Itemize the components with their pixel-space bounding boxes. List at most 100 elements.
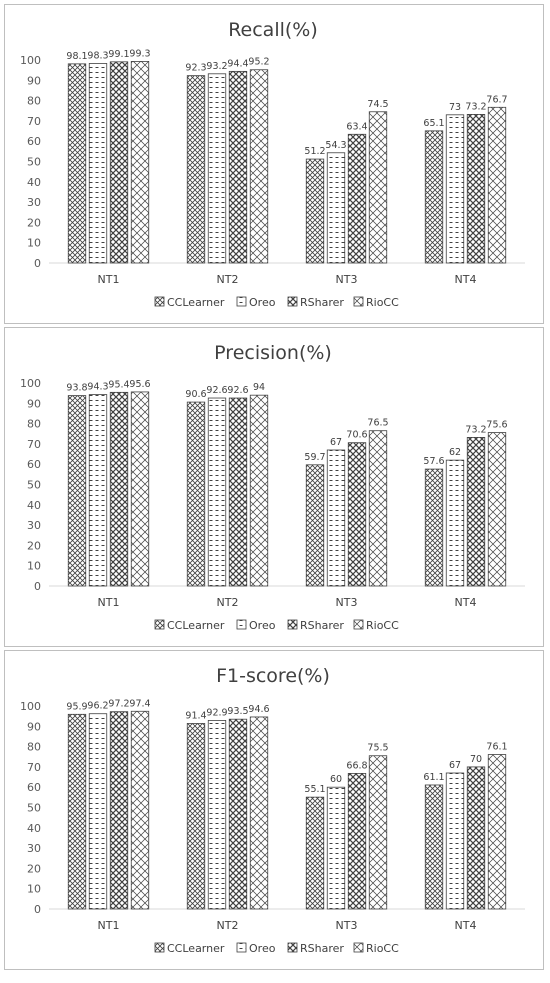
- data-label: 92.9: [206, 707, 227, 718]
- y-tick-label: 80: [27, 95, 41, 108]
- y-tick-label: 90: [27, 720, 41, 733]
- data-label: 51.2: [304, 146, 325, 157]
- bar-riocc-nt4: [487, 432, 507, 587]
- legend-swatch-rsharer: [287, 296, 298, 307]
- data-label: 92.3: [185, 63, 206, 74]
- x-tick-label: NT1: [98, 919, 120, 932]
- legend-label-rsharer: RSharer: [300, 942, 344, 955]
- y-tick-label: 0: [34, 903, 41, 916]
- legend-label-riocc: RioCC: [366, 942, 399, 955]
- bar-rsharer-nt3: [347, 442, 367, 587]
- x-tick-label: NT2: [217, 596, 239, 609]
- legend-swatch-oreo: [236, 296, 247, 307]
- y-tick-label: 50: [27, 802, 41, 815]
- bar-riocc-nt2: [249, 69, 269, 264]
- y-tick-label: 80: [27, 741, 41, 754]
- data-label: 73.2: [465, 424, 486, 435]
- legend-label-cclearner: CCLearner: [167, 942, 225, 955]
- data-label: 73.2: [465, 101, 486, 112]
- x-tick-label: NT4: [455, 919, 477, 932]
- bar-riocc-nt3: [368, 430, 388, 587]
- bar-oreo-nt2: [207, 397, 227, 587]
- y-tick-label: 20: [27, 862, 41, 875]
- data-label: 65.1: [423, 118, 444, 129]
- y-tick-label: 40: [27, 499, 41, 512]
- bar-cclearner-nt1: [67, 713, 87, 910]
- x-tick-label: NT4: [455, 273, 477, 286]
- bar-oreo-nt4: [445, 459, 465, 587]
- bar-cclearner-nt2: [186, 75, 206, 264]
- bar-rsharer-nt3: [347, 772, 367, 910]
- legend-swatch-cclearner: [154, 942, 165, 953]
- data-label: 61.1: [423, 772, 444, 783]
- data-label: 95.4: [108, 379, 129, 390]
- bar-oreo-nt1: [88, 63, 108, 264]
- bar-cclearner-nt3: [305, 464, 325, 587]
- chart-title: Precision(%): [214, 342, 332, 364]
- data-label: 62: [449, 447, 461, 458]
- data-label: 95.2: [248, 57, 269, 68]
- y-tick-label: 90: [27, 74, 41, 87]
- bar-riocc-nt3: [368, 111, 388, 264]
- bar-rsharer-nt2: [228, 70, 248, 264]
- chart-panel-3: F1-score(%) 0 10 20 30 40 50 60 70 80 90 100 95.9 96.…: [4, 650, 544, 970]
- x-tick-label: NT3: [336, 273, 358, 286]
- data-label: 99.1: [108, 49, 129, 60]
- legend-swatch-oreo: [236, 619, 247, 630]
- y-tick-label: 10: [27, 237, 41, 250]
- y-tick-label: 90: [27, 397, 41, 410]
- data-label: 96.2: [87, 701, 108, 712]
- y-tick-label: 70: [27, 438, 41, 451]
- y-tick-label: 70: [27, 761, 41, 774]
- y-tick-label: 10: [27, 883, 41, 896]
- data-label: 76.1: [486, 742, 507, 753]
- data-label: 70.6: [346, 430, 367, 441]
- data-label: 95.9: [66, 701, 87, 712]
- bar-rsharer-nt2: [228, 397, 248, 587]
- legend-label-rsharer: RSharer: [300, 296, 344, 309]
- bar-riocc-nt4: [487, 754, 507, 910]
- x-tick-label: NT2: [217, 273, 239, 286]
- chart-title: Recall(%): [228, 19, 318, 41]
- data-label: 98.1: [66, 51, 87, 62]
- data-label: 75.5: [367, 743, 388, 754]
- y-tick-label: 100: [20, 377, 41, 390]
- bar-cclearner-nt2: [186, 723, 206, 910]
- bar-oreo-nt2: [207, 73, 227, 264]
- bar-cclearner-nt1: [67, 63, 87, 264]
- legend-swatch-rsharer: [287, 619, 298, 630]
- y-tick-label: 60: [27, 458, 41, 471]
- data-label: 60: [330, 774, 342, 785]
- chart-panel-1: Recall(%) 0 10 20 30 40 50 60 70 80 90 100 98.1 98.3 9…: [4, 4, 544, 324]
- bar-riocc-nt2: [249, 394, 269, 587]
- bar-cclearner-nt3: [305, 796, 325, 910]
- bar-rsharer-nt1: [109, 711, 129, 910]
- legend-swatch-riocc: [353, 296, 364, 307]
- data-label: 93.5: [227, 706, 248, 717]
- data-label: 90.6: [185, 389, 206, 400]
- data-label: 63.4: [346, 121, 367, 132]
- data-label: 57.6: [423, 456, 444, 467]
- data-label: 67: [449, 760, 461, 771]
- bar-rsharer-nt1: [109, 391, 129, 587]
- y-tick-label: 0: [34, 257, 41, 270]
- y-tick-label: 20: [27, 216, 41, 229]
- bar-rsharer-nt4: [466, 437, 486, 587]
- data-label: 91.4: [185, 710, 206, 721]
- y-tick-label: 80: [27, 418, 41, 431]
- bar-oreo-nt3: [326, 152, 346, 264]
- bar-rsharer-nt1: [109, 61, 129, 264]
- data-label: 67: [330, 437, 342, 448]
- y-tick-label: 0: [34, 580, 41, 593]
- legend-swatch-oreo: [236, 942, 247, 953]
- data-label: 70: [470, 754, 482, 765]
- legend-label-rsharer: RSharer: [300, 619, 344, 632]
- chart-panel-2: Precision(%) 0 10 20 30 40 50 60 70 80 90 100 93.8 94…: [4, 327, 544, 647]
- bar-cclearner-nt4: [424, 784, 444, 910]
- legend-label-cclearner: CCLearner: [167, 296, 225, 309]
- data-label: 92.6: [227, 385, 248, 396]
- data-label: 98.3: [87, 50, 108, 61]
- bar-riocc-nt1: [130, 391, 150, 587]
